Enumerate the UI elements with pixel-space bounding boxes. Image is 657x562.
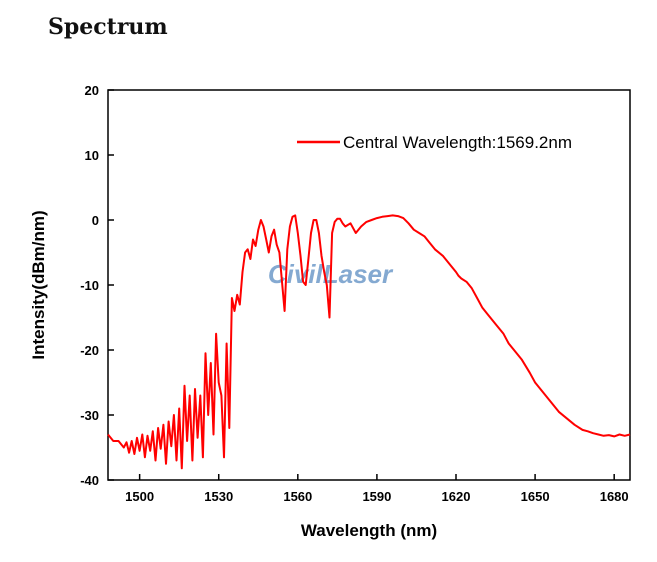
x-tick-label: 1620 <box>442 489 471 504</box>
x-tick-label: 1500 <box>125 489 154 504</box>
y-tick-label: -30 <box>80 408 99 423</box>
y-tick-label: -10 <box>80 278 99 293</box>
y-tick-label: 0 <box>92 213 99 228</box>
x-axis-label: Wavelength (nm) <box>301 521 437 540</box>
y-tick-label: 20 <box>85 83 99 98</box>
tick-labels: 1500 1530 1560 1590 1620 1650 1680 -40 -30 -20 -10… <box>80 83 628 504</box>
legend-label: Central Wavelength:1569.2nm <box>343 133 572 152</box>
y-tick-label: -40 <box>80 473 99 488</box>
x-tick-label: 1560 <box>283 489 312 504</box>
page-title: Spectrum <box>48 14 168 40</box>
x-tick-label: 1650 <box>521 489 550 504</box>
y-axis-label: Intensity(dBm/nm) <box>29 210 48 359</box>
series-line <box>107 214 631 470</box>
y-tick-label: -20 <box>80 343 99 358</box>
legend: Central Wavelength:1569.2nm <box>297 133 572 152</box>
x-tick-label: 1530 <box>204 489 233 504</box>
y-tick-label: 10 <box>85 148 99 163</box>
x-tick-label: 1680 <box>600 489 629 504</box>
x-tick-label: 1590 <box>362 489 391 504</box>
series-group <box>107 214 631 470</box>
axis-ticks <box>108 89 615 481</box>
